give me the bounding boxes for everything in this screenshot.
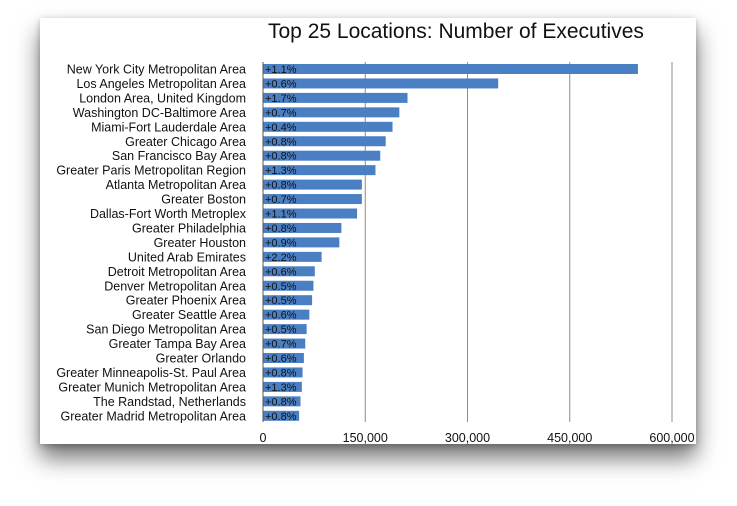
- category-label: Los Angeles Metropolitan Area: [76, 77, 246, 91]
- data-label: +0.6%: [265, 266, 297, 278]
- bar: [263, 251, 322, 262]
- bar: [263, 309, 310, 320]
- data-label: +0.6%: [265, 310, 297, 322]
- category-label: London Area, United Kingdom: [79, 91, 246, 105]
- x-tick-label: 300,000: [445, 431, 490, 445]
- data-label: +0.8%: [265, 151, 297, 163]
- category-label: Washington DC-Baltimore Area: [73, 106, 246, 120]
- data-label: +0.8%: [265, 367, 297, 379]
- data-label: +1.7%: [265, 93, 297, 105]
- data-label: +0.8%: [265, 136, 297, 148]
- data-label: +1.3%: [265, 165, 297, 177]
- bar: [263, 396, 301, 407]
- category-label: Greater Chicago Area: [125, 135, 246, 149]
- data-label: +0.9%: [265, 237, 297, 249]
- category-label: The Randstad, Netherlands: [93, 395, 246, 409]
- data-label: +1.1%: [265, 209, 297, 221]
- chart-title: Top 25 Locations: Number of Executives: [268, 20, 644, 43]
- bar: [263, 121, 393, 132]
- x-tick-label: 0: [260, 431, 267, 445]
- chart-card: [40, 18, 696, 444]
- x-tick-label: 450,000: [547, 431, 592, 445]
- bar: [263, 150, 381, 161]
- category-label: Greater Madrid Metropolitan Area: [60, 409, 246, 423]
- data-label: +0.7%: [265, 107, 297, 119]
- category-label: San Francisco Bay Area: [112, 149, 246, 163]
- bar: [263, 295, 313, 306]
- category-label: Greater Houston: [154, 236, 246, 250]
- bar: [263, 353, 304, 363]
- bar: [263, 179, 362, 190]
- data-label: +0.5%: [265, 295, 297, 307]
- category-label: Miami-Fort Lauderdale Area: [91, 120, 246, 134]
- category-label: Atlanta Metropolitan Area: [106, 178, 246, 192]
- category-label: Greater Philadelphia: [132, 221, 246, 235]
- data-label: +0.6%: [265, 78, 297, 90]
- data-label: +2.2%: [265, 252, 297, 264]
- category-label: Detroit Metropolitan Area: [108, 265, 246, 279]
- bar: [263, 194, 362, 205]
- bar: [263, 280, 314, 291]
- data-label: +1.1%: [265, 64, 297, 76]
- bar: [263, 92, 408, 103]
- x-tick-label: 600,000: [649, 431, 694, 445]
- data-label: +0.8%: [265, 396, 297, 408]
- category-label: Greater Phoenix Area: [126, 294, 246, 308]
- data-label: +0.8%: [265, 223, 297, 235]
- data-label: +1.3%: [265, 382, 297, 394]
- data-label: +0.7%: [265, 194, 297, 206]
- data-label: +0.6%: [265, 353, 297, 365]
- bar: [263, 266, 315, 277]
- category-label: Greater Orlando: [156, 352, 246, 366]
- category-label: San Diego Metropolitan Area: [86, 323, 246, 337]
- category-label: United Arab Emirates: [128, 250, 246, 264]
- data-label: +0.4%: [265, 122, 297, 134]
- data-label: +0.8%: [265, 180, 297, 192]
- category-label: Dallas-Fort Worth Metroplex: [90, 207, 247, 221]
- bar: [263, 324, 307, 335]
- bar: [263, 338, 306, 349]
- category-label: Greater Seattle Area: [132, 308, 246, 322]
- bar: [263, 237, 340, 248]
- bar: [263, 208, 358, 219]
- category-label: Greater Munich Metropolitan Area: [58, 380, 246, 394]
- data-label: +0.8%: [265, 411, 297, 423]
- bar: [263, 222, 342, 233]
- bar: [263, 165, 376, 176]
- data-label: +0.7%: [265, 339, 297, 351]
- x-tick-label: 150,000: [343, 431, 388, 445]
- category-label: Denver Metropolitan Area: [104, 279, 246, 293]
- bar: [263, 381, 302, 392]
- data-label: +0.5%: [265, 324, 297, 336]
- bar: [263, 78, 499, 89]
- data-label: +0.5%: [265, 281, 297, 293]
- category-label: Greater Minneapolis-St. Paul Area: [56, 366, 246, 380]
- category-label: Greater Paris Metropolitan Region: [56, 164, 246, 178]
- category-label: Greater Tampa Bay Area: [109, 337, 246, 351]
- bar: [263, 64, 638, 74]
- bar: [263, 410, 300, 421]
- bar: [263, 107, 400, 118]
- bar: [263, 136, 386, 147]
- bar: [263, 367, 303, 378]
- category-label: Greater Boston: [161, 193, 246, 207]
- category-label: New York City Metropolitan Area: [67, 63, 246, 77]
